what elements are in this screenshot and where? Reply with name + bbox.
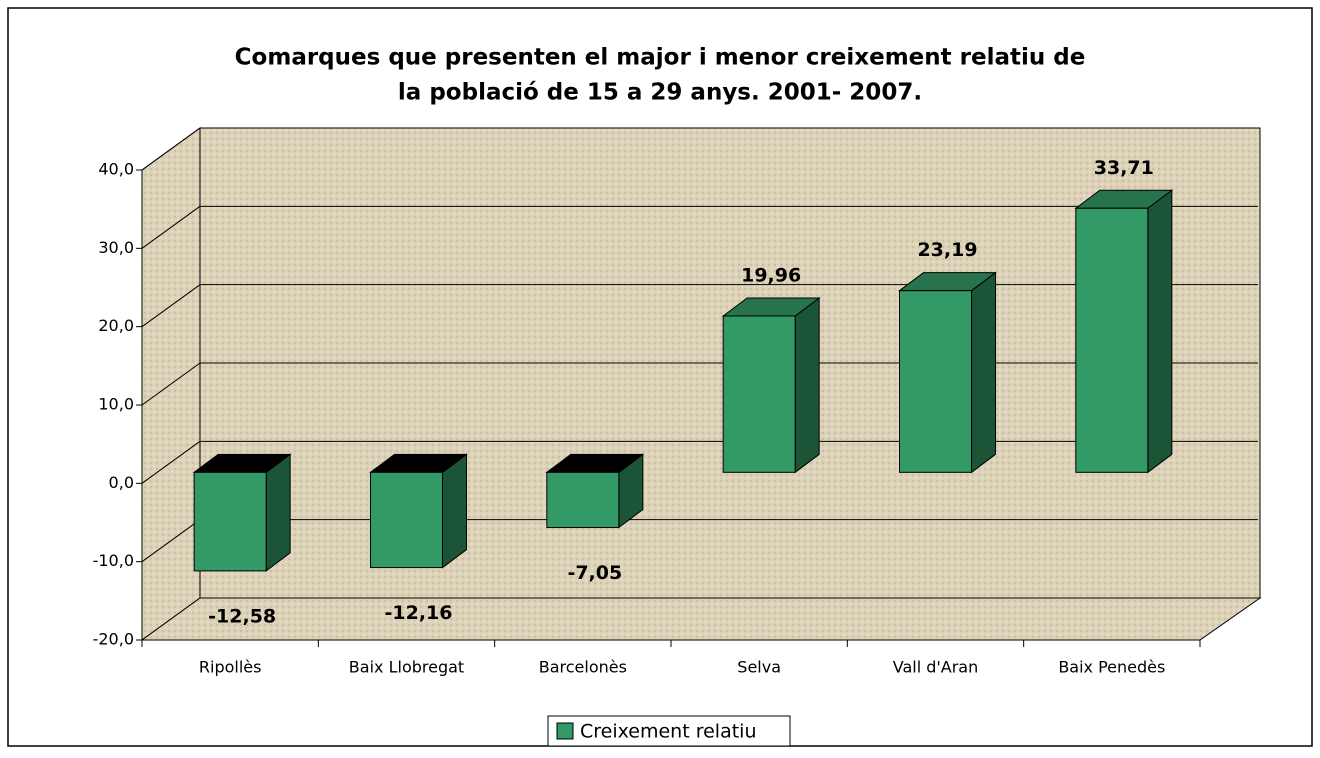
x-tick-label: Baix Llobregat <box>349 658 464 677</box>
y-tick-label: -10,0 <box>93 551 134 570</box>
y-tick-label: 40,0 <box>98 160 134 179</box>
chart-title: Comarques que presenten el major i menor… <box>235 45 1086 71</box>
bar <box>370 471 443 569</box>
data-label: -12,16 <box>385 602 453 624</box>
grid-line <box>141 362 201 406</box>
data-label: -12,58 <box>208 605 276 627</box>
floor <box>140 597 1262 641</box>
x-tick-label: Baix Penedès <box>1058 658 1165 677</box>
data-label: 33,71 <box>1094 157 1154 179</box>
bar <box>193 471 267 572</box>
y-tick-label: 0,0 <box>109 473 134 492</box>
grid-line <box>141 127 201 171</box>
bar-side <box>442 453 467 569</box>
x-tick-label: Selva <box>737 658 781 677</box>
y-tick-label: 30,0 <box>98 238 134 257</box>
bar-side <box>794 296 820 474</box>
grid-line <box>141 284 201 328</box>
x-tick-label: Ripollès <box>199 658 262 677</box>
bar <box>722 315 796 473</box>
y-tick-label: 10,0 <box>98 395 134 414</box>
bar-side <box>1147 189 1173 474</box>
x-tick-label: Barcelonès <box>539 658 627 677</box>
grid-line <box>141 519 201 563</box>
chart-title: la població de 15 a 29 anys. 2001- 2007. <box>398 80 922 106</box>
data-label: 23,19 <box>917 239 977 261</box>
bar <box>546 471 620 529</box>
legend-label: Creixement relatiu <box>580 721 756 743</box>
legend-swatch <box>556 722 574 740</box>
y-tick-label: -20,0 <box>93 630 134 649</box>
data-label: 19,96 <box>741 264 801 286</box>
bar <box>899 290 972 473</box>
y-tick-label: 20,0 <box>98 316 134 335</box>
bar-side <box>265 453 291 572</box>
legend <box>547 715 791 747</box>
bar <box>1075 207 1149 473</box>
bar-side <box>971 271 996 474</box>
data-label: -7,05 <box>567 562 622 584</box>
grid-line <box>141 205 201 249</box>
grid-line <box>141 440 201 484</box>
x-tick-label: Vall d'Aran <box>893 658 979 677</box>
